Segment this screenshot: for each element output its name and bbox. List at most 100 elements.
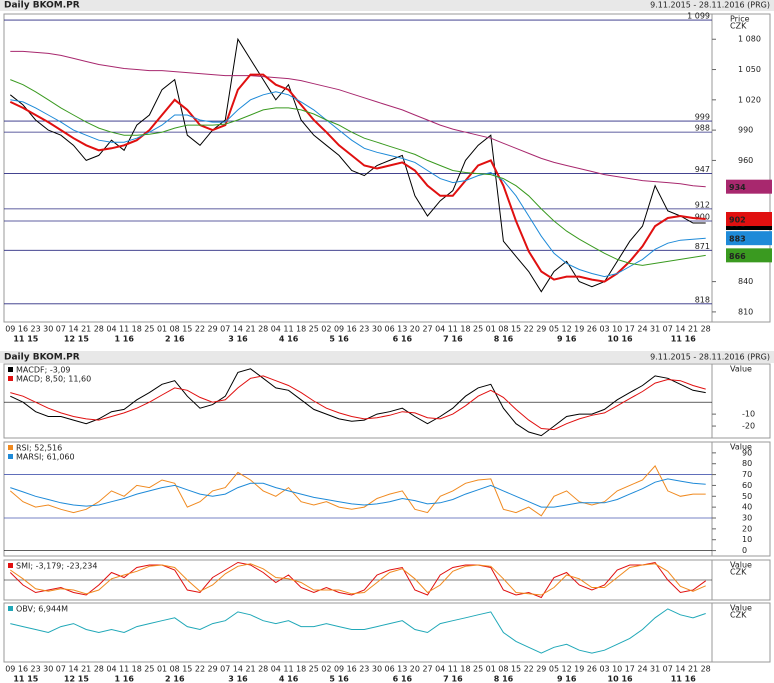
x-month-label: 2 16 [165, 335, 185, 344]
x-month-label: 7 16 [443, 675, 463, 683]
x-tick-label: 21 [245, 325, 255, 334]
series-line [9, 73, 706, 283]
x-month-label: 8 16 [494, 675, 514, 683]
x-tick-label: 20 [410, 665, 420, 674]
x-tick-label: 29 [208, 665, 218, 674]
x-tick-label: 02 [321, 665, 331, 674]
x-tick-label: 10 [612, 665, 622, 674]
x-tick-label: 20 [410, 325, 420, 334]
value-box [726, 211, 772, 226]
x-tick-label: 27 [422, 325, 432, 334]
value-box [726, 179, 772, 194]
legend-label: MARSI; 61,060 [16, 453, 75, 462]
x-tick-label: 16 [347, 665, 357, 674]
x-tick-label: 04 [106, 325, 116, 334]
legend-label: SMI; -3,179; -23,234 [16, 562, 97, 571]
x-tick-label: 26 [587, 665, 597, 674]
y-tick-label: 90 [742, 448, 752, 457]
legend-swatch [8, 606, 13, 611]
chart-title: Daily BKOM.PR [4, 1, 80, 11]
x-month-label: 6 16 [393, 675, 413, 683]
y-axis-unit: CZK [730, 22, 747, 31]
series-line [9, 37, 706, 293]
x-month-label: 2 16 [165, 675, 185, 683]
x-tick-label: 21 [81, 665, 91, 674]
x-tick-label: 15 [182, 325, 192, 334]
legend-swatch [8, 376, 13, 381]
x-tick-label: 18 [132, 325, 142, 334]
x-month-label: 9 16 [557, 675, 577, 683]
y-tick-label: 990 [738, 126, 753, 135]
x-tick-label: 12 [562, 665, 572, 674]
x-tick-label: 01 [157, 325, 167, 334]
value-box [726, 231, 772, 246]
x-tick-label: 08 [170, 665, 180, 674]
x-tick-label: 23 [359, 665, 369, 674]
chart-subtitle: 9.11.2015 - 28.11.2016 (PRG) [650, 1, 770, 10]
x-tick-label: 22 [524, 325, 534, 334]
y-tick-label: 1 080 [738, 35, 761, 44]
chart-title: Daily BKOM.PR [4, 353, 80, 363]
series-line [10, 375, 706, 431]
y-tick-label: 20 [742, 524, 752, 533]
x-tick-label: 28 [701, 325, 711, 334]
x-tick-label: 30 [43, 665, 53, 674]
level-label: 871 [695, 242, 710, 251]
x-tick-label: 31 [650, 325, 660, 334]
series-line [9, 465, 706, 517]
x-tick-label: 09 [5, 665, 15, 674]
x-tick-label: 27 [422, 665, 432, 674]
x-tick-label: 07 [663, 665, 673, 674]
x-tick-label: 04 [271, 325, 281, 334]
x-tick-label: 31 [650, 665, 660, 674]
value-box-label: 883 [729, 235, 746, 244]
x-tick-label: 19 [574, 325, 584, 334]
y-tick-label: 10 [742, 535, 752, 544]
y-tick-label: 840 [738, 277, 753, 286]
value-box-label: 902 [729, 215, 746, 224]
x-month-label: 11 15 [13, 675, 38, 683]
y-tick-label: 960 [738, 156, 753, 165]
level-label: 988 [695, 124, 710, 133]
x-tick-label: 12 [562, 325, 572, 334]
x-month-label: 12 15 [64, 675, 89, 683]
x-month-label: 4 16 [279, 335, 299, 344]
x-tick-label: 25 [144, 325, 154, 334]
x-month-label: 7 16 [443, 335, 463, 344]
x-tick-label: 22 [524, 665, 534, 674]
x-tick-label: 23 [31, 325, 41, 334]
y-tick-label: 40 [742, 503, 752, 512]
y-axis-unit: CZK [730, 611, 747, 620]
y-tick-label: 30 [742, 514, 752, 523]
series-line [10, 91, 706, 278]
x-tick-label: 10 [612, 325, 622, 334]
legend-label: RSI; 52,516 [16, 444, 62, 453]
x-tick-label: 23 [31, 665, 41, 674]
y-axis-unit: CZK [730, 568, 747, 577]
x-month-label: 4 16 [279, 675, 299, 683]
x-tick-label: 25 [144, 665, 154, 674]
x-tick-label: 21 [688, 325, 698, 334]
x-month-label: 1 16 [114, 675, 134, 683]
y-tick-label: 50 [742, 492, 752, 501]
series-line [9, 561, 706, 599]
x-tick-label: 07 [56, 325, 66, 334]
x-tick-label: 06 [385, 325, 395, 334]
x-tick-label: 29 [208, 325, 218, 334]
level-label: 1 099 [687, 12, 710, 21]
y-axis-label: Value [730, 561, 752, 570]
series-line [10, 608, 706, 654]
plot-frame [3, 441, 771, 557]
x-tick-label: 30 [372, 665, 382, 674]
value-box-label: 934 [729, 183, 746, 192]
x-tick-label: 22 [195, 665, 205, 674]
x-tick-label: 16 [18, 665, 28, 674]
header-bar [0, 0, 774, 11]
x-tick-label: 09 [334, 325, 344, 334]
x-tick-label: 16 [347, 325, 357, 334]
x-tick-label: 04 [435, 325, 445, 334]
x-month-label: 10 16 [608, 335, 633, 344]
legend-label: OBV; 6,944M [16, 605, 68, 614]
